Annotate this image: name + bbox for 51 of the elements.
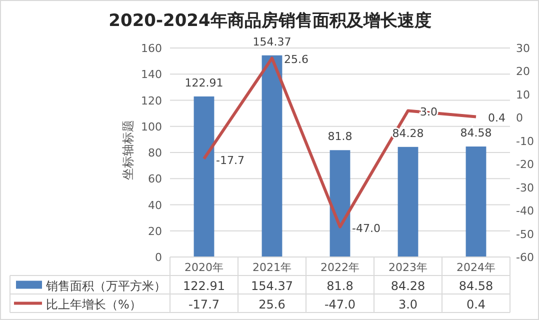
data-label: 0.4 bbox=[466, 297, 486, 312]
data-label: 84.28 bbox=[390, 278, 426, 293]
legend-label: 销售面积（万平方米） bbox=[45, 278, 166, 293]
text: 154.37 bbox=[252, 35, 292, 48]
y-tick-label: 40 bbox=[148, 198, 162, 212]
y-tick-label: 60 bbox=[148, 172, 162, 186]
text: 25.6 bbox=[284, 53, 308, 66]
text: -47.0 bbox=[352, 222, 380, 235]
y2-tick-label: -50 bbox=[516, 228, 534, 241]
x-tick-label: 2024年 bbox=[456, 261, 496, 274]
y-tick-label: 20 bbox=[148, 224, 162, 238]
data-label: -17.7 bbox=[188, 297, 220, 312]
data-label: 25.6 bbox=[258, 297, 286, 312]
y-axis-title: 坐标轴标题 bbox=[121, 120, 135, 180]
data-label: 122.91 bbox=[183, 278, 225, 293]
data-label: 3.0 bbox=[398, 297, 418, 312]
y-tick-label: 160 bbox=[141, 42, 162, 55]
text: 81.8 bbox=[328, 130, 352, 144]
data-label: -47.0 bbox=[324, 297, 356, 312]
bar bbox=[466, 146, 486, 257]
text: 0.4 bbox=[488, 112, 506, 125]
y2-tick-label: -60 bbox=[516, 251, 534, 264]
y-tick-label: 0 bbox=[155, 251, 162, 264]
y-tick-label: 140 bbox=[141, 68, 162, 82]
x-tick-label: 2022年 bbox=[320, 261, 360, 274]
bar bbox=[262, 55, 282, 257]
x-tick-label: 2021年 bbox=[252, 261, 292, 274]
y2-tick-label: 20 bbox=[516, 65, 530, 78]
data-label: 154.37 bbox=[251, 278, 293, 293]
y2-tick-label: 10 bbox=[516, 88, 530, 102]
data-label: 84.58 bbox=[458, 278, 494, 293]
text: 84.58 bbox=[460, 126, 492, 140]
bar bbox=[398, 146, 418, 257]
y-tick-label: 120 bbox=[141, 94, 162, 108]
legend-label: 比上年增长（%） bbox=[46, 297, 142, 312]
y2-tick-label: -30 bbox=[516, 181, 534, 194]
data-label: 81.8 bbox=[326, 278, 354, 293]
y2-tick-label: 0 bbox=[516, 112, 523, 125]
bar bbox=[194, 96, 214, 257]
y2-tick-label: 30 bbox=[516, 42, 530, 55]
y-tick-label: 100 bbox=[141, 120, 162, 134]
y-tick-label: 80 bbox=[148, 146, 162, 160]
text: 122.91 bbox=[184, 76, 224, 90]
x-tick-label: 2023年 bbox=[388, 261, 428, 274]
chart-title: 2020-2024年商品房销售面积及增长速度 bbox=[108, 11, 432, 31]
x-tick-label: 2020年 bbox=[184, 261, 224, 274]
text: -17.7 bbox=[216, 154, 244, 167]
bar bbox=[330, 150, 350, 257]
y2-tick-label: -10 bbox=[516, 134, 534, 148]
y2-tick-label: -40 bbox=[516, 204, 534, 218]
y2-tick-label: -20 bbox=[516, 158, 534, 172]
